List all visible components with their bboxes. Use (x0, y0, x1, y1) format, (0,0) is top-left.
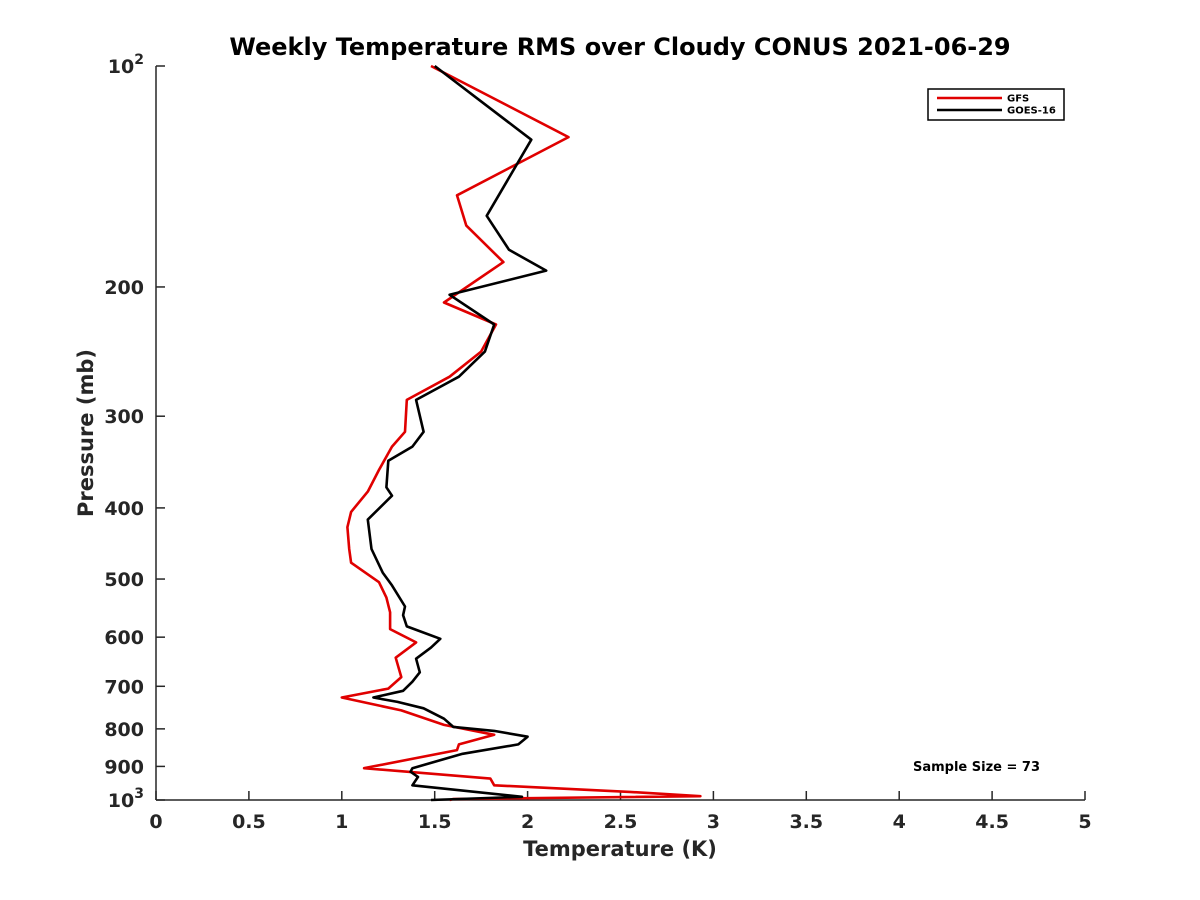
series-line-goes16 (366, 64, 548, 802)
chart-title: Weekly Temperature RMS over Cloudy CONUS… (229, 33, 1010, 61)
x-tick-label: 3.5 (789, 811, 823, 833)
x-tick-label: 0 (149, 811, 162, 833)
sample-size-annotation: Sample Size = 73 (913, 760, 1040, 775)
legend: GFS GOES-16 (927, 88, 1065, 121)
x-tick-label: 1 (335, 811, 348, 833)
y-tick-label: 103 (108, 786, 144, 812)
series-layer (340, 64, 702, 802)
x-tick-label: 2.5 (604, 811, 638, 833)
y-axis-label: Pressure (mb) (74, 349, 98, 517)
x-tick-label: 0.5 (232, 811, 266, 833)
y-tick-label: 700 (104, 676, 144, 698)
y-tick-label: 900 (104, 756, 144, 778)
x-tick-label: 4 (893, 811, 906, 833)
legend-box (927, 88, 1065, 121)
y-tick-label: 400 (104, 498, 144, 520)
y-tick-label: 600 (104, 627, 144, 649)
y-tick-label: 300 (104, 406, 144, 428)
y-tick-label: 200 (104, 277, 144, 299)
x-axis-label: Temperature (K) (523, 837, 717, 861)
x-tick-label: 1.5 (418, 811, 452, 833)
legend-label-gfs: GFS (1007, 94, 1029, 105)
y-tick-label: 500 (104, 569, 144, 591)
x-tick-label: 5 (1078, 811, 1091, 833)
x-tick-label: 4.5 (975, 811, 1009, 833)
x-tick-label: 2 (521, 811, 534, 833)
y-tick-label: 800 (104, 719, 144, 741)
legend-label-goes16: GOES-16 (1007, 106, 1056, 117)
y-tick-label: 102 (108, 52, 144, 78)
y-ticks: 102 200 300 400 500 600 700 800 900 103 (104, 52, 165, 812)
x-tick-label: 3 (707, 811, 720, 833)
x-ticks: 0 0.5 1 1.5 2 2.5 3 3.5 4 4.5 5 (149, 791, 1092, 833)
